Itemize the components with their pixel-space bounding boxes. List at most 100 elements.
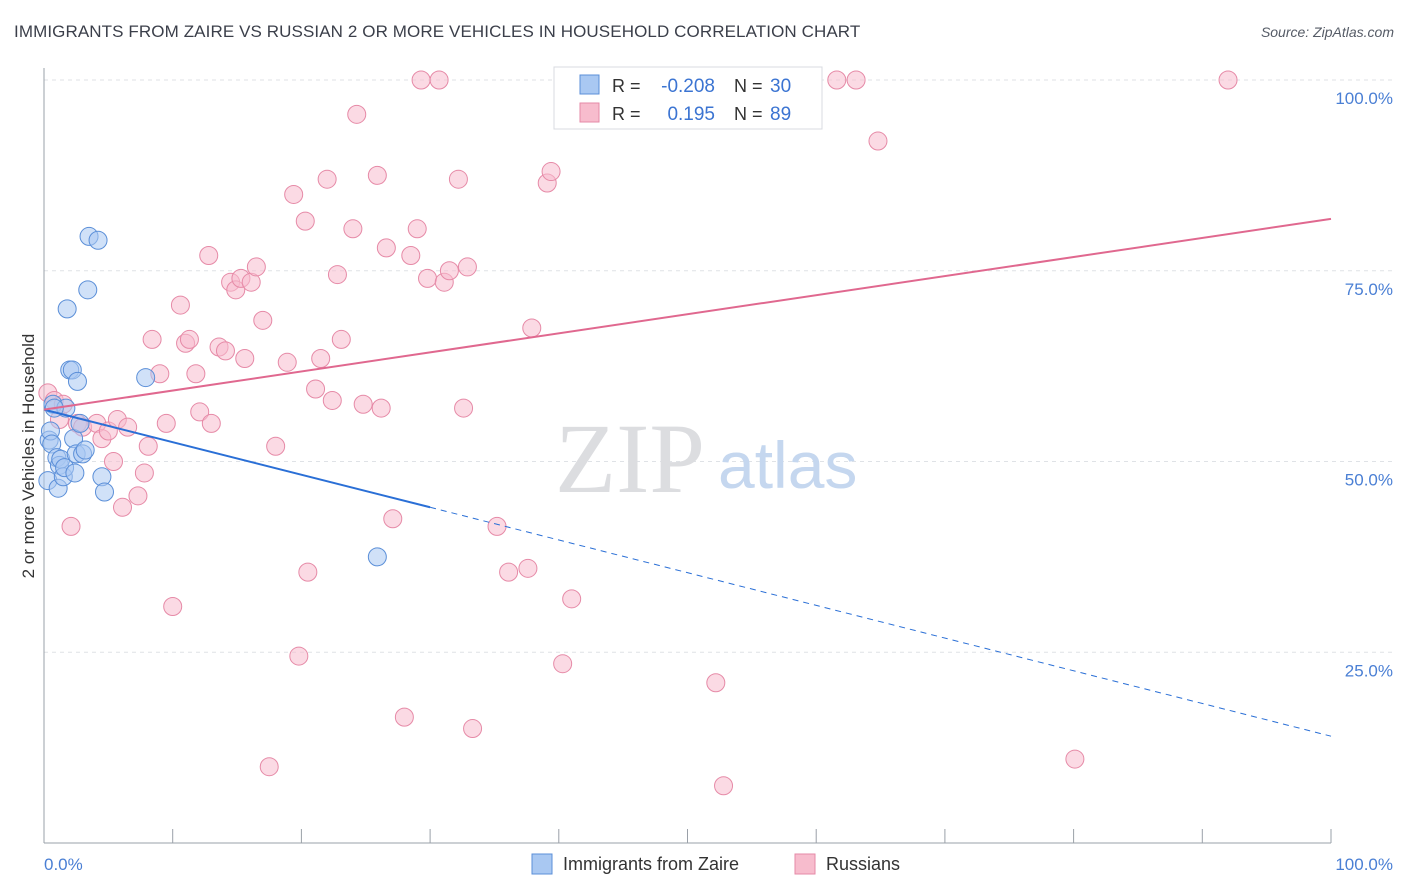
- legend-swatch-russians: [794, 853, 816, 875]
- y-tick-label: 50.0%: [1345, 471, 1393, 490]
- stats-blue-n-label: N =: [734, 76, 763, 96]
- source-label: Source: ZipAtlas.com: [1260, 24, 1394, 40]
- stats-pink-r-value: 0.195: [667, 104, 715, 125]
- legend-item-zaire[interactable]: Immigrants from Zaire: [531, 853, 739, 875]
- data-point: [57, 299, 77, 319]
- data-point: [67, 371, 87, 391]
- data-point: [317, 169, 337, 189]
- data-point: [457, 257, 477, 277]
- data-point: [522, 318, 542, 338]
- data-point: [353, 394, 373, 414]
- data-point: [418, 268, 438, 288]
- stats-pink-n-label: N =: [734, 104, 763, 124]
- series-zaire-points: [38, 226, 387, 567]
- stats-blue-r-label: R =: [612, 76, 641, 96]
- data-point: [306, 379, 326, 399]
- data-point: [706, 673, 726, 693]
- data-point: [215, 341, 235, 361]
- data-point: [284, 184, 304, 204]
- data-point: [1218, 70, 1238, 90]
- data-point: [201, 413, 221, 433]
- data-point: [88, 230, 108, 250]
- data-point: [156, 413, 176, 433]
- data-point: [311, 348, 331, 368]
- data-point: [487, 516, 507, 536]
- y-axis-tick-labels: 25.0% 50.0% 75.0% 100.0%: [1335, 89, 1393, 680]
- data-point: [454, 398, 474, 418]
- data-point: [179, 329, 199, 349]
- data-point: [846, 70, 866, 90]
- data-point: [94, 482, 114, 502]
- data-point: [407, 219, 427, 239]
- data-point: [429, 70, 449, 90]
- data-point: [253, 310, 273, 330]
- data-point: [75, 440, 95, 460]
- data-point: [401, 245, 421, 265]
- data-point: [394, 707, 414, 727]
- data-point: [142, 329, 162, 349]
- data-point: [295, 211, 315, 231]
- data-point: [439, 261, 459, 281]
- y-tick-label: 75.0%: [1345, 280, 1393, 299]
- trend-line-zaire-extension: [429, 506, 1332, 737]
- legend-label-zaire: Immigrants from Zaire: [563, 854, 739, 874]
- stats-blue-r-value: -0.208: [661, 76, 715, 97]
- data-point: [367, 547, 387, 567]
- data-point: [1065, 749, 1085, 769]
- data-point: [367, 165, 387, 185]
- watermark-atlas: atlas: [718, 428, 857, 502]
- data-point: [371, 398, 391, 418]
- trend-line-zaire: [43, 408, 431, 509]
- data-point: [136, 368, 156, 388]
- legend: Immigrants from Zaire Russians: [531, 853, 900, 875]
- data-point: [298, 562, 318, 582]
- data-point: [463, 719, 483, 739]
- watermark-zip: ZIP: [555, 403, 705, 514]
- data-point: [246, 257, 266, 277]
- data-point: [163, 596, 183, 616]
- data-point: [541, 162, 561, 182]
- data-point: [499, 562, 519, 582]
- legend-item-russians[interactable]: Russians: [794, 853, 900, 875]
- data-point: [347, 104, 367, 124]
- data-point: [61, 516, 81, 536]
- data-point: [376, 238, 396, 258]
- y-tick-label: 25.0%: [1345, 661, 1393, 680]
- x-tick-label-max: 100.0%: [1335, 855, 1393, 874]
- data-point: [322, 390, 342, 410]
- data-point: [103, 452, 123, 471]
- y-tick-label: 100.0%: [1335, 89, 1393, 108]
- data-point: [331, 329, 351, 349]
- data-point: [138, 436, 158, 456]
- data-point: [65, 463, 85, 483]
- data-point: [868, 131, 888, 151]
- legend-swatch-zaire: [531, 853, 553, 875]
- data-point: [343, 219, 363, 239]
- chart-title: IMMIGRANTS FROM ZAIRE VS RUSSIAN 2 OR MO…: [14, 22, 861, 41]
- data-point: [118, 417, 138, 437]
- stats-box: R = -0.208 N = 30 R = 0.195 N = 89: [553, 66, 823, 130]
- data-point: [411, 70, 431, 90]
- data-point: [186, 364, 206, 384]
- data-point: [113, 497, 133, 517]
- data-point: [277, 352, 297, 372]
- data-point: [448, 169, 468, 189]
- x-axis-ticks: [43, 829, 1332, 843]
- data-point: [518, 558, 538, 578]
- data-point: [170, 295, 190, 315]
- data-point: [383, 509, 403, 529]
- x-tick-label-min: 0.0%: [44, 855, 83, 874]
- stats-blue-n-value: 30: [770, 76, 791, 97]
- stats-pink-swatch: [579, 102, 600, 123]
- data-point: [259, 757, 279, 777]
- legend-label-russians: Russians: [826, 854, 900, 874]
- stats-pink-n-value: 89: [770, 104, 791, 125]
- data-point: [266, 436, 286, 456]
- data-point: [327, 265, 347, 285]
- data-point: [190, 402, 210, 422]
- trend-lines: [43, 217, 1332, 737]
- stats-pink-r-label: R =: [612, 104, 641, 124]
- data-point: [235, 348, 255, 368]
- data-point: [134, 463, 154, 483]
- data-point: [553, 654, 573, 674]
